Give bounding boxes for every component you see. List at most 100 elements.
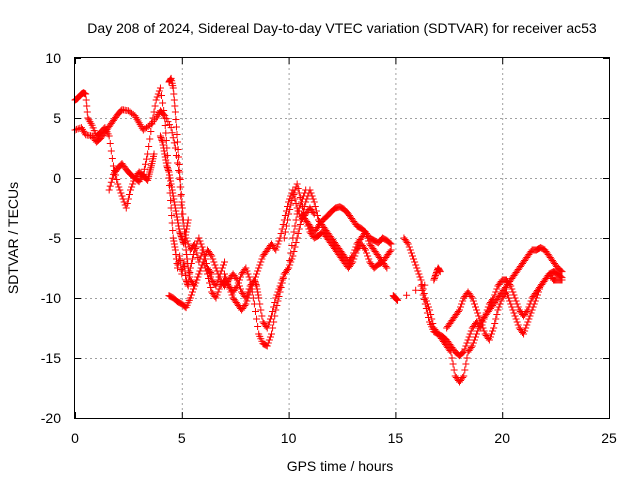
data-point: [386, 248, 394, 255]
data-point: [120, 198, 128, 206]
data-point: [136, 121, 144, 129]
data-point: [303, 219, 311, 227]
data-point: [179, 210, 187, 218]
data-point: [470, 300, 478, 308]
data-point: [166, 174, 174, 182]
data-point: [489, 327, 497, 335]
data-point: [508, 285, 516, 293]
data-point: [168, 212, 176, 219]
data-point: [514, 303, 522, 311]
data-point: [159, 99, 167, 107]
series-arc-13: [280, 180, 391, 272]
data-point: [124, 195, 132, 203]
data-point: [285, 264, 293, 272]
data-point: [252, 281, 260, 288]
data-point: [145, 143, 153, 150]
data-point: [147, 119, 155, 127]
data-point: [143, 155, 151, 163]
data-point: [243, 297, 251, 305]
data-point: [492, 315, 500, 323]
data-point: [521, 327, 529, 335]
data-point: [237, 273, 245, 281]
data-point: [296, 194, 304, 201]
data-point: [477, 318, 485, 326]
data-point: [83, 102, 91, 110]
data-point: [431, 273, 439, 281]
data-point: [164, 118, 172, 126]
data-point: [86, 118, 94, 126]
data-point: [530, 300, 538, 308]
data-point: [154, 90, 162, 98]
data-point: [170, 198, 178, 206]
data-point: [360, 245, 368, 252]
data-point: [251, 278, 259, 285]
data-point: [473, 306, 481, 314]
data-point: [178, 198, 186, 206]
data-point: [118, 192, 126, 200]
data-point: [224, 279, 232, 287]
data-point: [246, 276, 254, 284]
data-point: [277, 284, 285, 291]
data-point: [202, 267, 210, 275]
data-point: [177, 191, 185, 198]
data-point: [455, 306, 463, 314]
data-point: [171, 204, 179, 212]
data-point: [173, 131, 181, 138]
data-point: [300, 207, 308, 215]
data-point: [160, 107, 168, 114]
data-point: [175, 225, 183, 233]
data-point: [478, 321, 486, 329]
data-point: [506, 297, 514, 305]
data-point: [128, 183, 136, 191]
data-point: [472, 303, 479, 311]
data-point: [476, 315, 484, 323]
data-point: [163, 164, 171, 171]
x-axis-label: GPS time / hours: [287, 458, 394, 474]
data-point: [295, 204, 303, 212]
data-point: [243, 291, 251, 299]
data-point: [288, 242, 296, 249]
data-point: [181, 234, 189, 242]
data-point: [413, 264, 421, 272]
data-point: [195, 234, 203, 242]
data-point: [212, 264, 220, 272]
data-points: [71, 74, 566, 386]
data-point: [412, 261, 420, 269]
data-point: [296, 221, 304, 228]
data-point: [271, 312, 279, 320]
data-point: [85, 116, 93, 124]
data-point: [122, 204, 130, 212]
data-point: [241, 302, 249, 309]
data-point: [511, 294, 519, 302]
data-point: [264, 339, 272, 347]
data-point: [185, 267, 193, 275]
data-point: [394, 296, 402, 304]
data-point: [282, 222, 290, 230]
data-point: [511, 312, 519, 320]
plot-frame: [74, 57, 610, 419]
data-point: [349, 258, 357, 266]
data-point: [525, 315, 533, 323]
data-point: [467, 293, 475, 300]
data-point: [164, 167, 172, 174]
data-point: [460, 372, 468, 380]
data-point: [294, 230, 302, 237]
data-point: [278, 279, 286, 287]
data-point: [200, 255, 208, 263]
data-point: [117, 189, 125, 197]
data-point: [105, 186, 113, 194]
data-point: [215, 273, 223, 281]
data-point: [418, 287, 426, 294]
data-point: [365, 255, 373, 263]
data-point: [251, 273, 259, 281]
data-point: [523, 308, 531, 315]
data-point: [403, 239, 411, 246]
data-point: [509, 306, 517, 314]
data-point: [462, 360, 470, 368]
data-point: [284, 216, 292, 224]
data-point: [281, 228, 289, 236]
data-point: [302, 216, 310, 224]
series-arc-8: [400, 234, 566, 386]
data-point: [449, 360, 457, 368]
data-point: [412, 286, 420, 294]
